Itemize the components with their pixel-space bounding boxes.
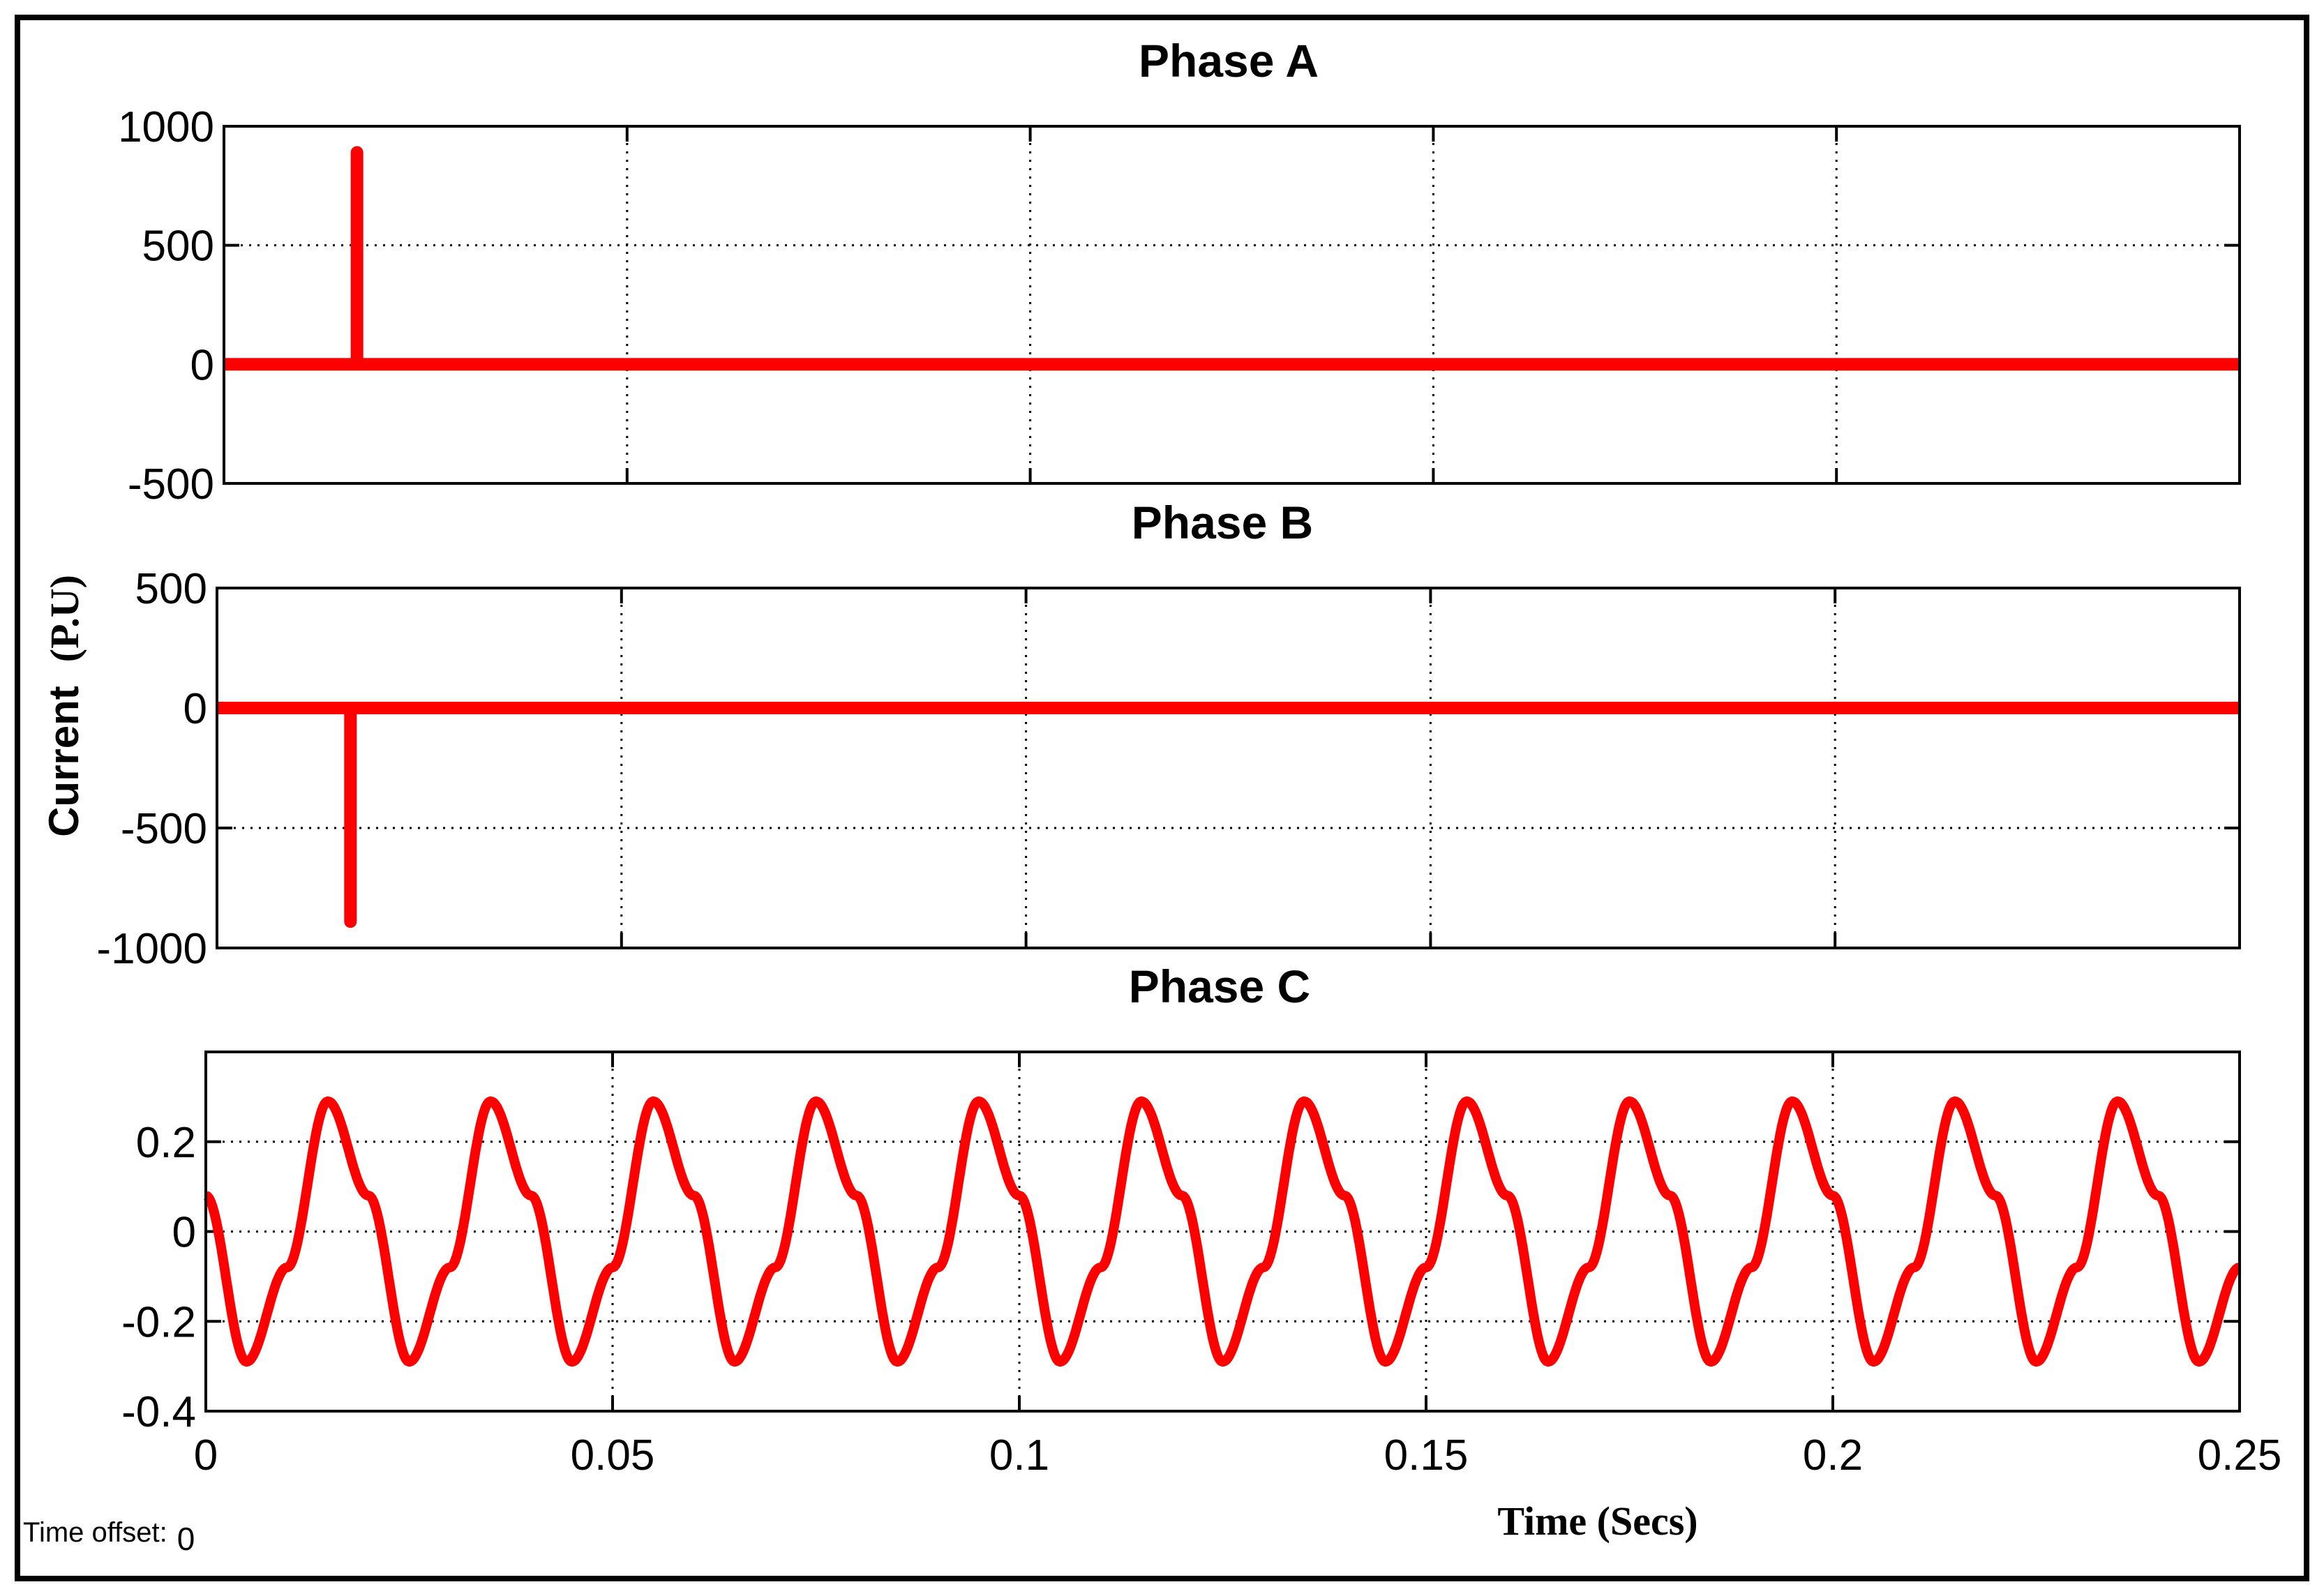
phase-c-y-tick-label-0: -0.4 xyxy=(121,1388,196,1436)
phase-c-y-tick-label-3: 0.2 xyxy=(136,1119,196,1167)
time-offset-value: 0 xyxy=(177,1521,195,1557)
phase-c-title: Phase C xyxy=(1129,961,1310,1012)
phase-a-panel: Phase A -500 0 500 1000 xyxy=(118,35,2241,509)
phase-b-series-line xyxy=(217,702,2240,928)
phase-b-y-tick-label-3: 500 xyxy=(135,565,207,613)
phase-c-x-tick-label-4: 0.2 xyxy=(1803,1431,1863,1480)
phase-b-title: Phase B xyxy=(1132,497,1313,548)
y-axis-label-text: Current xyxy=(40,686,87,837)
phase-a-y-tick-label-2: 500 xyxy=(142,223,214,271)
phase-a-title: Phase A xyxy=(1139,35,1319,86)
phase-b-y-ticks: -1000 -500 0 500 xyxy=(96,565,207,973)
phase-c-y-tick-label-1: -0.2 xyxy=(121,1298,196,1346)
y-axis-label-unit: (P.U) xyxy=(42,575,87,662)
phase-a-axes xyxy=(223,125,2241,485)
phase-c-series-line xyxy=(202,1096,2243,1367)
phase-a-y-tick-label-1: 0 xyxy=(190,341,214,389)
phase-b-panel: Phase B -1000 -500 0 500 xyxy=(96,497,2241,973)
phase-c-x-tick-label-5: 0.25 xyxy=(2198,1431,2282,1480)
y-axis-label: Current (P.U) xyxy=(40,575,87,837)
phase-c-grid xyxy=(204,1052,2241,1413)
phase-c-x-tick-label-3: 0.15 xyxy=(1384,1431,1469,1480)
phase-b-y-tick-label-0: -1000 xyxy=(96,925,207,973)
phase-a-series-line xyxy=(224,146,2240,371)
phase-b-axes xyxy=(216,587,2241,949)
phase-c-panel: Phase C -0.4 -0.2 0 0.2 0 0.05 0.1 0.15 0.2 0.25 xyxy=(121,961,2281,1480)
phase-c-x-tick-label-0: 0 xyxy=(194,1431,218,1480)
phase-a-y-tick-label-0: -500 xyxy=(128,460,214,509)
time-offset: Time offset: 0 xyxy=(23,1517,195,1557)
phase-c-x-tick-label-2: 0.1 xyxy=(989,1431,1049,1480)
x-axis-label: Time (Secs) xyxy=(1497,1498,1697,1544)
phase-a-y-ticks: -500 0 500 1000 xyxy=(118,103,214,509)
phase-c-y-ticks: -0.4 -0.2 0 0.2 xyxy=(121,1119,196,1436)
phase-b-y-tick-label-1: -500 xyxy=(121,805,207,853)
phase-a-frame xyxy=(223,125,2241,485)
phase-c-x-tick-label-1: 0.05 xyxy=(571,1431,655,1480)
phase-c-frame xyxy=(204,1051,2241,1413)
phase-a-y-tick-label-3: 1000 xyxy=(118,103,214,151)
phase-c-x-ticks: 0 0.05 0.1 0.15 0.2 0.25 xyxy=(194,1431,2282,1480)
phase-b-frame xyxy=(216,587,2241,949)
phase-c-y-tick-label-2: 0 xyxy=(172,1209,196,1257)
phase-b-y-tick-label-2: 0 xyxy=(183,685,207,733)
time-offset-label: Time offset: xyxy=(23,1517,167,1548)
